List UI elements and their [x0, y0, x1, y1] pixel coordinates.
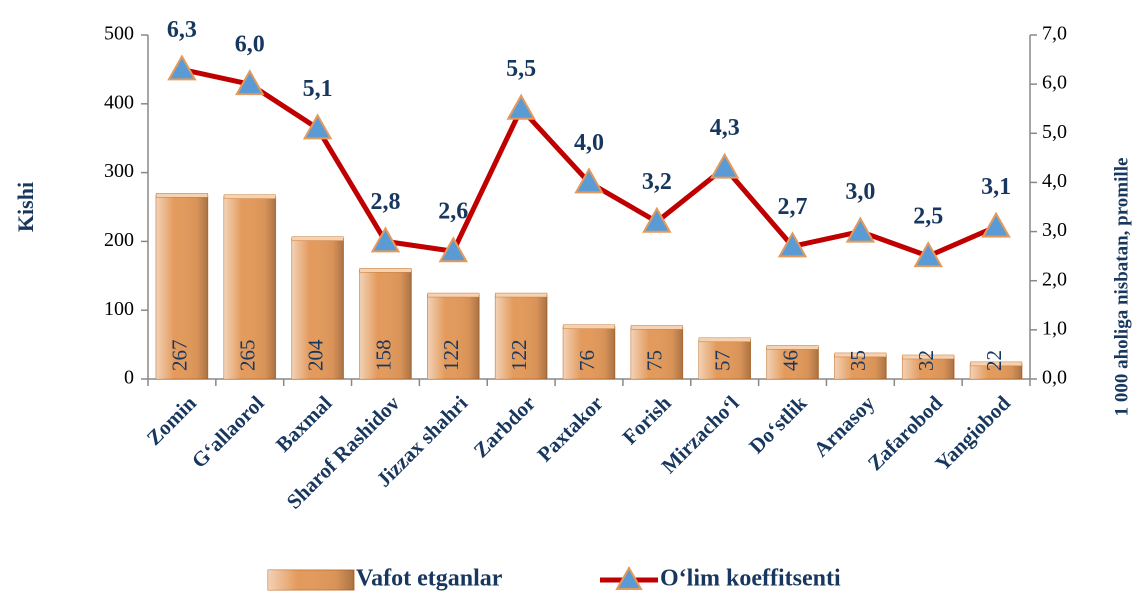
marker [302, 113, 333, 140]
y-tick-label: 0 [124, 367, 134, 389]
bar-value-label: 122 [439, 340, 463, 372]
bar-cap [562, 324, 616, 329]
bar-value-label: 265 [236, 340, 260, 372]
bar-shade [631, 327, 683, 379]
bar-value-label: 204 [303, 339, 327, 371]
line-value-label: 4,3 [710, 115, 740, 141]
marker [777, 231, 808, 258]
line-value-label: 3,2 [642, 169, 672, 195]
marker [574, 167, 604, 194]
y-tick-label: 100 [104, 298, 134, 320]
bar-value-label: 158 [371, 340, 395, 372]
x-tick-label: Do‘stlik [744, 391, 812, 459]
bar-cap [834, 352, 887, 358]
bar-value-label: 267 [168, 340, 192, 372]
bar-shade [223, 196, 276, 379]
y2-tick-label: 0,0 [1042, 367, 1067, 389]
bar-shade [766, 347, 819, 379]
bar-value-label: 32 [914, 350, 938, 371]
x-tick-label: G‘allaorol [187, 391, 269, 473]
y-axis-title: Kishi [13, 182, 38, 232]
bar-value-label: 22 [982, 350, 1006, 371]
bar-cap [427, 292, 480, 298]
bar-shade [359, 270, 412, 379]
x-tick-label: Zomin [142, 391, 201, 450]
bar-cap [359, 268, 412, 273]
marker [235, 69, 265, 96]
line-value-label: 3,0 [845, 179, 875, 205]
line-value-label: 6,3 [167, 17, 197, 43]
line-value-label: 3,1 [981, 174, 1011, 200]
line-value-label: 5,1 [303, 76, 333, 102]
bar-shade [427, 295, 480, 379]
line-value-label: 5,5 [506, 56, 536, 82]
bar-value-label: 122 [507, 340, 531, 372]
bar-cap [698, 337, 751, 343]
bar-shade [495, 295, 547, 379]
bar-cap [155, 193, 208, 198]
y2-tick-label: 6,0 [1042, 72, 1067, 94]
marker [642, 206, 672, 233]
y2-tick-label: 3,0 [1042, 219, 1067, 241]
bar-shade [834, 354, 887, 379]
line-value-label: 2,6 [438, 199, 468, 225]
bar-cap [766, 345, 819, 350]
bar-value-label: 57 [711, 350, 735, 371]
y2-tick-label: 1,0 [1042, 317, 1067, 339]
bar-cap [630, 325, 683, 330]
bar-value-label: 46 [778, 350, 802, 371]
line-value-label: 2,7 [778, 194, 808, 220]
marker [167, 54, 197, 81]
legend-swatch-shade [268, 570, 354, 590]
legend-marker [615, 565, 643, 590]
y-tick-label: 400 [104, 91, 134, 113]
y-tick-label: 500 [104, 23, 134, 45]
line-value-label: 2,8 [370, 189, 400, 215]
legend-label: O‘lim koeffitsenti [660, 566, 841, 592]
bar-cap [495, 292, 548, 298]
bar-shade [563, 326, 615, 379]
marker [845, 216, 876, 243]
marker [438, 236, 469, 263]
legend-label: Vafot etganlar [356, 566, 503, 592]
marker [370, 226, 401, 253]
bar-value-label: 75 [643, 350, 667, 371]
y2-axis-title: 1 000 aholiga nisbatan, promille [1111, 158, 1132, 417]
marker [709, 152, 740, 179]
y-tick-label: 300 [104, 160, 134, 182]
x-tick-label: Forish [618, 391, 676, 449]
bar-cap [223, 194, 276, 199]
bar-shade [902, 356, 955, 379]
y2-tick-label: 2,0 [1042, 268, 1067, 290]
bar-cap [970, 361, 1023, 367]
x-tick-label: Yangiobod [930, 391, 1015, 476]
y-tick-label: 200 [104, 229, 134, 251]
x-tick-label: Baxmal [271, 391, 337, 457]
bar-value-label: 76 [575, 350, 599, 371]
bar-shade [970, 363, 1022, 379]
line-value-label: 6,0 [235, 32, 265, 58]
bar-cap [902, 354, 955, 360]
bar-shade [698, 339, 751, 379]
bar-shade [291, 238, 344, 379]
marker [506, 93, 536, 120]
line-value-label: 4,0 [574, 130, 604, 156]
x-tick-label: Paxtakor [532, 391, 608, 467]
y2-tick-label: 5,0 [1042, 121, 1067, 143]
marker [981, 211, 1011, 238]
bar-shade [156, 195, 208, 379]
y2-tick-label: 4,0 [1042, 170, 1067, 192]
bar-cap [291, 236, 344, 241]
y2-tick-label: 7,0 [1042, 23, 1067, 45]
marker [913, 241, 943, 268]
bar-value-label: 35 [846, 350, 870, 371]
line-value-label: 2,5 [913, 204, 943, 230]
x-tick-label: Zarbdor [469, 391, 540, 462]
